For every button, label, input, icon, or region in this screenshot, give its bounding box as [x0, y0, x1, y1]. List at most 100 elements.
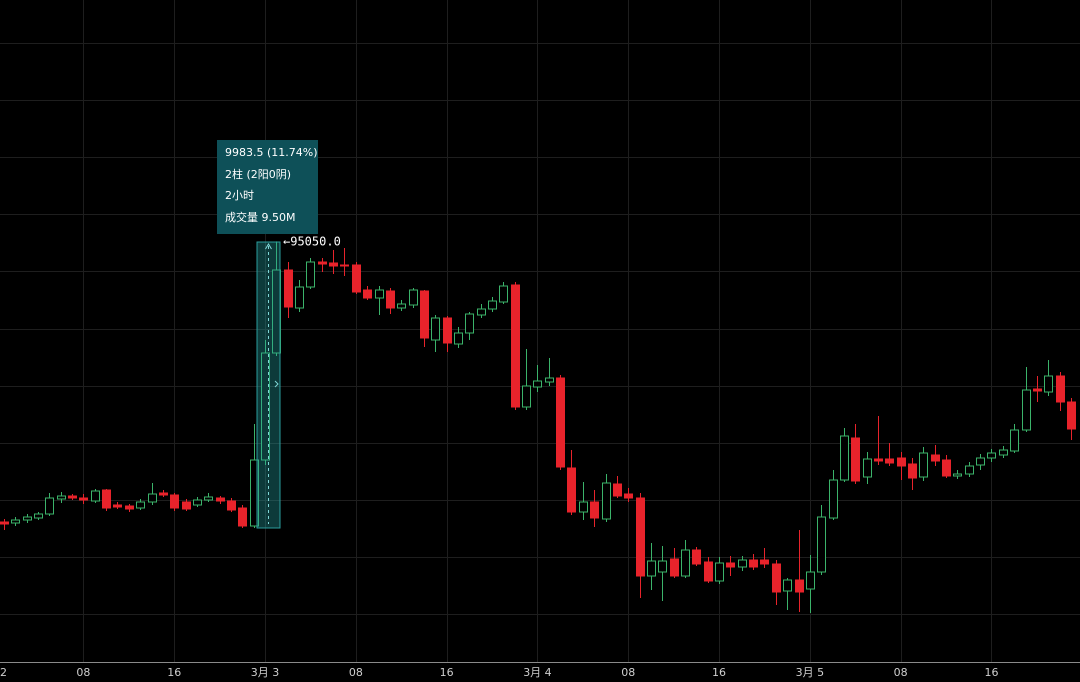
candle-body	[545, 377, 554, 383]
measure-arrow-side	[274, 380, 279, 388]
x-tick-label: 16	[712, 666, 726, 679]
candle-body	[987, 452, 996, 459]
candle-body	[454, 332, 463, 345]
candle-body	[567, 467, 576, 513]
candle-body	[1044, 375, 1053, 393]
candle-body	[477, 308, 486, 316]
x-axis: 2 08 16 3月 3 08 16 3月 4 08 16 3月 5 08 16	[0, 666, 998, 679]
candle-body	[556, 377, 565, 468]
candle-body	[204, 496, 213, 501]
candle-body	[420, 290, 429, 339]
candle-body	[919, 452, 928, 478]
candle-body	[976, 457, 985, 466]
candle-body	[23, 516, 32, 521]
candle-body	[1022, 389, 1031, 431]
candle-body	[953, 473, 962, 477]
candles	[0, 241, 1076, 613]
candle-body	[885, 458, 894, 464]
candle-body	[136, 501, 145, 509]
candle-body	[806, 571, 815, 590]
candle-body	[318, 261, 327, 265]
candle-body	[284, 269, 293, 308]
candle-body	[363, 289, 372, 299]
price-label: ←95050.0	[283, 235, 341, 249]
candle-body	[760, 559, 769, 565]
candle-body	[11, 519, 20, 524]
x-tick-label: 3月 3	[251, 666, 280, 679]
x-tick-label: 3月 4	[523, 666, 552, 679]
candle-body	[863, 458, 872, 478]
candle-body	[409, 289, 418, 306]
candle-body	[238, 507, 247, 527]
candle-body	[91, 490, 100, 502]
candle-body	[397, 303, 406, 309]
candle-body	[999, 449, 1008, 456]
candle-body	[613, 483, 622, 497]
measure-overlay: 9983.5 (11.74%) 2柱 (2阳0阴) 2小时 成交量 9.50M …	[217, 140, 341, 529]
candle-body	[306, 261, 315, 288]
measure-tooltip	[217, 140, 318, 234]
candle-body	[250, 459, 259, 527]
x-tick-label: 16	[984, 666, 998, 679]
candle-body	[908, 463, 917, 479]
candle-body	[533, 380, 542, 388]
candle-body	[227, 500, 236, 511]
candle-body	[726, 562, 735, 568]
candle-body	[193, 499, 202, 506]
candle-body	[57, 495, 66, 500]
candle-body	[522, 385, 531, 408]
x-tick-label: 16	[440, 666, 454, 679]
x-tick-label: 3月 5	[796, 666, 825, 679]
candle-body	[182, 501, 191, 510]
candle-body	[942, 459, 951, 477]
candle-body	[34, 513, 43, 519]
candle-body	[931, 454, 940, 462]
candle-body	[795, 579, 804, 593]
x-tick-label: 16	[167, 666, 181, 679]
candle-body	[148, 493, 157, 503]
candle-body	[715, 562, 724, 582]
candle-body	[386, 290, 395, 309]
candle-body	[159, 492, 168, 496]
candle-body	[68, 495, 77, 499]
candle-body	[829, 479, 838, 519]
candle-body	[851, 437, 860, 482]
candle-body	[431, 317, 440, 341]
candle-body	[1056, 375, 1065, 403]
x-tick-label: 08	[621, 666, 635, 679]
candle-body	[1067, 401, 1076, 430]
candle-body	[579, 501, 588, 513]
candle-body	[840, 435, 849, 481]
candle-body	[670, 558, 679, 577]
x-tick-label: 2	[0, 666, 7, 679]
candle-body	[624, 493, 633, 499]
candle-body	[783, 579, 792, 592]
candle-body	[0, 521, 9, 525]
candle-body	[738, 559, 747, 568]
grid	[0, 0, 1080, 662]
candle-body	[375, 289, 384, 299]
candle-body	[79, 497, 88, 501]
candle-body	[102, 489, 111, 509]
measure-duration: 2小时	[225, 189, 254, 202]
candle-body	[772, 563, 781, 593]
candle-body	[352, 264, 361, 293]
candle-body	[329, 262, 338, 267]
candle-body	[602, 482, 611, 520]
x-tick-label: 08	[349, 666, 363, 679]
candle-body	[636, 497, 645, 577]
measure-arrow	[265, 243, 272, 250]
candle-body	[295, 286, 304, 309]
candle-body	[704, 561, 713, 582]
candle-body	[113, 504, 122, 508]
candle-body	[749, 559, 758, 568]
candle-body	[874, 458, 883, 462]
candle-body	[692, 549, 701, 565]
candle-body	[340, 264, 349, 267]
candle-body	[125, 505, 134, 510]
measure-volume: 成交量 9.50M	[225, 210, 295, 224]
candle-body	[817, 516, 826, 573]
candle-body	[1033, 388, 1042, 392]
